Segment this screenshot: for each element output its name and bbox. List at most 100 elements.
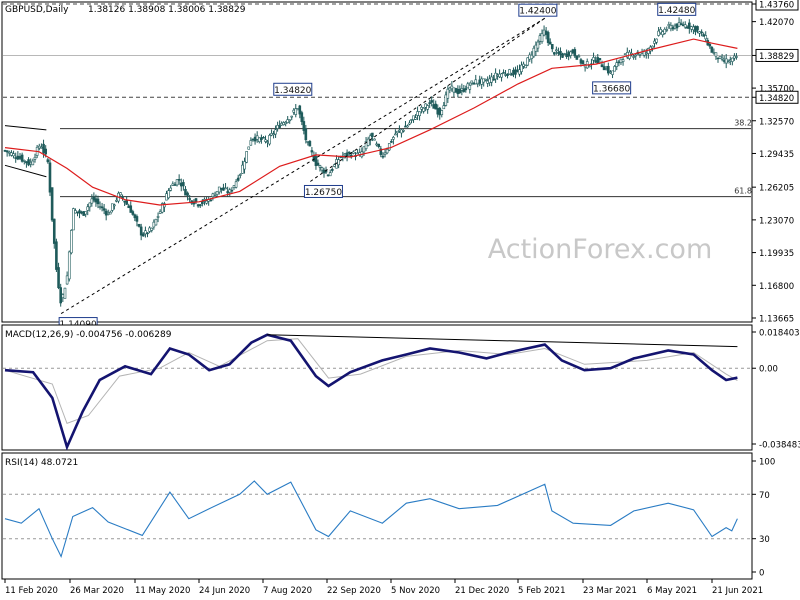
x-tick-label: 22 Sep 2020 [327, 586, 381, 596]
candle-body [65, 275, 69, 285]
candle-body [31, 160, 35, 166]
candle-body [534, 44, 538, 52]
price-y-tick-label: 1.23070 [759, 216, 794, 226]
candle-body [100, 206, 104, 209]
candle-body [731, 57, 734, 62]
candle-body [681, 24, 685, 27]
candle-body [173, 184, 177, 186]
candle-body [716, 57, 720, 60]
candle-body [619, 58, 623, 63]
candle-body [347, 151, 351, 154]
candle-body [546, 32, 550, 43]
price-panel: ActionForex.com 1.140901.348201.267501.4… [1, 0, 799, 331]
candle-body [18, 156, 22, 159]
candle-body [434, 103, 438, 110]
candle-body [3, 150, 7, 152]
candle-body [115, 200, 118, 202]
candle-body [698, 31, 701, 34]
candle-body [422, 107, 425, 112]
candle-body [404, 125, 407, 128]
candle-body [284, 122, 287, 125]
candle-body [169, 187, 173, 191]
candle-body [337, 159, 340, 166]
candle-body [296, 108, 300, 111]
candle-body [123, 200, 126, 203]
x-tick-label: 6 May 2021 [647, 586, 697, 596]
candle-body [381, 155, 385, 158]
candle-body [634, 54, 638, 57]
price-y-tick-label: 1.16800 [759, 282, 794, 292]
candle-body [220, 187, 223, 190]
candle-body [396, 130, 399, 134]
candle-body [508, 69, 511, 75]
candle-body [158, 211, 162, 214]
candle-body [579, 59, 583, 64]
candle-body [426, 105, 429, 110]
candle-body [377, 143, 381, 148]
candle-body [420, 107, 423, 110]
candle-body [500, 73, 503, 78]
candle-body [137, 224, 141, 227]
price-annotation-label: 1.42480 [658, 6, 695, 16]
candle-body [224, 187, 227, 190]
candle-body [92, 196, 96, 201]
candle-body [44, 148, 47, 155]
candle-body [530, 54, 534, 59]
candle-body [211, 193, 215, 198]
candle-body [516, 70, 519, 72]
candle-body [188, 198, 191, 200]
candle-body [379, 148, 383, 155]
candle-body [510, 74, 513, 76]
price-y-tag [755, 0, 799, 11]
macd-panel: MACD(12,26,9) -0.004756 -0.006289 0.0184… [1, 324, 800, 451]
candle-body [16, 155, 20, 160]
candle-body [46, 159, 50, 163]
candle-body [728, 59, 732, 62]
candle-body [596, 57, 600, 64]
candle-body [575, 55, 579, 60]
candle-body [657, 30, 660, 36]
candle-body [432, 104, 436, 109]
rsi-y-axis: 100 70 30 0 [752, 458, 775, 579]
candle-body [733, 55, 736, 59]
candle-body [544, 30, 548, 35]
candle-body [524, 65, 527, 69]
candle-body [366, 138, 370, 146]
candle-body [667, 24, 671, 27]
candle-body [94, 198, 98, 203]
rsi-panel: RSI(14) 48.0721 100 70 30 0 [1, 452, 775, 580]
candle-body [621, 59, 625, 62]
candle-body [385, 149, 389, 154]
x-tick-label: 5 Feb 2021 [518, 586, 566, 596]
candle-body [392, 137, 395, 140]
candle-body [270, 133, 273, 136]
candle-body [133, 214, 137, 219]
candle-body [400, 129, 403, 134]
candle-body [362, 146, 366, 153]
candle-body [522, 63, 525, 67]
ohlc-readout: 1.38126 1.38908 1.38006 1.38829 [88, 5, 246, 15]
price-y-tag [755, 48, 799, 62]
candle-body [302, 121, 306, 131]
candle-body [577, 55, 581, 58]
price-annotation-box [657, 2, 697, 16]
price-trendlines [4, 17, 546, 314]
candle-body [96, 198, 100, 205]
candle-body [326, 174, 330, 177]
candle-body [452, 87, 456, 93]
price-y-tick-label: 1.35700 [759, 85, 794, 95]
x-tick-label: 7 Aug 2020 [263, 586, 312, 596]
candle-body [249, 140, 253, 146]
candle-body [236, 177, 240, 181]
candle-body [436, 108, 440, 115]
price-annotation-label: 1.26750 [305, 188, 342, 198]
candle-body [205, 200, 208, 204]
candle-body [563, 53, 566, 55]
candle-body [428, 102, 431, 104]
candle-body [33, 156, 37, 160]
candle-body [638, 53, 642, 56]
candle-body [651, 45, 654, 49]
macd-y-tick-label: -0.038483 [759, 441, 800, 451]
candle-body [257, 137, 261, 142]
